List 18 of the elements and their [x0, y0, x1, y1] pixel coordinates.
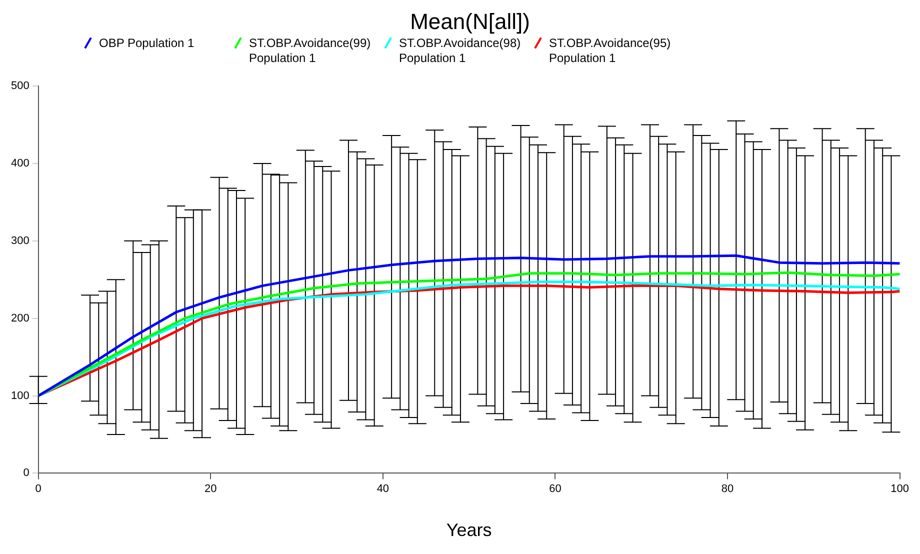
x-axis-title: Years: [446, 520, 492, 540]
x-tick-label: 0: [35, 482, 42, 495]
x-tick-label: 100: [890, 482, 910, 495]
x-tick-label: 60: [549, 482, 562, 495]
legend-label: ST.OBP.Avoidance(95) Population 1: [549, 36, 672, 66]
y-tick-label: 100: [10, 390, 30, 402]
y-tick-label: 400: [10, 157, 30, 170]
legend-label: ST.OBP.Avoidance(99) Population 1: [249, 36, 372, 66]
x-tick-label: 80: [721, 482, 734, 495]
legend-label: ST.OBP.Avoidance(98) Population 1: [399, 36, 522, 66]
x-tick-label: 20: [204, 482, 217, 495]
chart-title: Mean(N[all]): [409, 8, 531, 36]
legend-label: OBP Population 1: [99, 36, 196, 51]
x-tick-label: 40: [376, 482, 390, 495]
y-tick-label: 300: [10, 234, 30, 247]
y-tick-label: 0: [23, 467, 30, 480]
y-tick-label: 500: [10, 80, 30, 92]
y-tick-label: 200: [10, 312, 30, 324]
